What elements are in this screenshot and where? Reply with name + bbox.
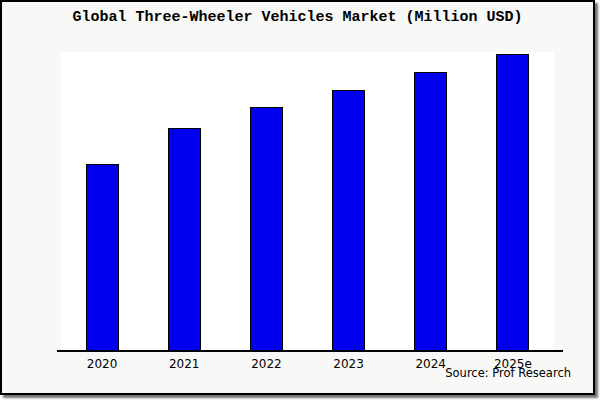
chart-panel: Global Three-Wheeler Vehicles Market (Mi… [0, 0, 595, 395]
bar-2020 [86, 164, 119, 351]
source-note: Source: Prof Research [445, 366, 571, 380]
x-tick-2021: 2021 [143, 357, 225, 371]
x-tick-2023: 2023 [308, 357, 390, 371]
bar-2021 [168, 128, 201, 351]
chart-title: Global Three-Wheeler Vehicles Market (Mi… [2, 9, 593, 26]
x-axis-line [57, 350, 563, 352]
bar-2024 [414, 72, 447, 351]
bar-2022 [250, 107, 283, 351]
bar-2025e [496, 54, 529, 351]
x-tick-2020: 2020 [61, 357, 143, 371]
bar-2023 [332, 90, 365, 351]
x-tick-2022: 2022 [225, 357, 307, 371]
chart-figure: Global Three-Wheeler Vehicles Market (Mi… [0, 0, 600, 400]
plot-area [61, 52, 554, 351]
